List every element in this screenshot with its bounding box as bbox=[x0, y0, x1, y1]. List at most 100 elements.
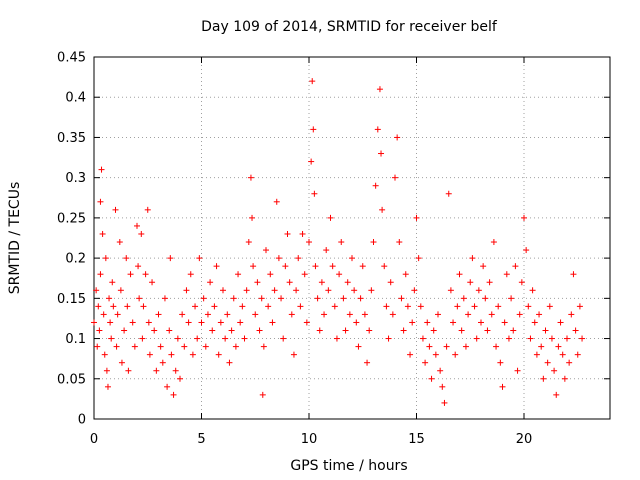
data-point bbox=[110, 303, 117, 310]
data-point bbox=[121, 327, 128, 334]
data-point bbox=[450, 319, 457, 326]
data-point bbox=[465, 311, 472, 318]
data-point bbox=[355, 343, 362, 350]
plot-area-frame bbox=[93, 56, 611, 420]
data-point bbox=[299, 230, 306, 237]
data-point bbox=[151, 327, 158, 334]
data-point bbox=[267, 271, 274, 278]
data-point bbox=[314, 295, 321, 302]
y-tick-label: 0.15 bbox=[57, 292, 86, 307]
data-point bbox=[514, 367, 521, 374]
data-point bbox=[471, 303, 478, 310]
data-point bbox=[170, 391, 177, 398]
data-point bbox=[185, 319, 192, 326]
data-point bbox=[142, 271, 149, 278]
data-point bbox=[107, 319, 114, 326]
data-point bbox=[411, 287, 418, 294]
data-point bbox=[157, 343, 164, 350]
data-point bbox=[106, 295, 113, 302]
data-point bbox=[548, 335, 555, 342]
data-point bbox=[344, 279, 351, 286]
data-point bbox=[417, 303, 424, 310]
data-point bbox=[402, 271, 409, 278]
data-point bbox=[239, 303, 246, 310]
data-point bbox=[473, 335, 480, 342]
data-point bbox=[351, 287, 358, 294]
data-point bbox=[181, 343, 188, 350]
data-point bbox=[113, 343, 120, 350]
data-point bbox=[512, 263, 519, 270]
data-point bbox=[252, 311, 259, 318]
data-point bbox=[422, 359, 429, 366]
data-point bbox=[454, 303, 461, 310]
data-point bbox=[460, 295, 467, 302]
data-point bbox=[123, 255, 130, 262]
data-point bbox=[561, 375, 568, 382]
data-point bbox=[247, 174, 254, 181]
data-point bbox=[179, 311, 186, 318]
data-point bbox=[108, 335, 115, 342]
data-point bbox=[551, 367, 558, 374]
data-point bbox=[579, 335, 586, 342]
data-point bbox=[482, 295, 489, 302]
data-point bbox=[245, 239, 252, 246]
data-point bbox=[278, 295, 285, 302]
data-point bbox=[467, 279, 474, 286]
data-point bbox=[293, 287, 300, 294]
data-point bbox=[109, 279, 116, 286]
data-point bbox=[177, 375, 183, 382]
data-point bbox=[336, 271, 343, 278]
data-point bbox=[321, 311, 328, 318]
data-point bbox=[447, 287, 454, 294]
data-point bbox=[254, 279, 261, 286]
data-point bbox=[125, 367, 132, 374]
data-point bbox=[480, 263, 487, 270]
data-point bbox=[134, 222, 140, 229]
data-point bbox=[249, 214, 256, 221]
data-point bbox=[308, 158, 315, 165]
data-point bbox=[98, 166, 105, 173]
x-tick-label: 15 bbox=[408, 432, 425, 447]
y-tick-label: 0.35 bbox=[57, 131, 86, 146]
data-point bbox=[495, 303, 502, 310]
data-point bbox=[538, 343, 545, 350]
data-point bbox=[338, 239, 345, 246]
data-point bbox=[295, 255, 302, 262]
data-point bbox=[237, 319, 244, 326]
data-point bbox=[559, 351, 566, 358]
data-point bbox=[316, 327, 323, 334]
data-point bbox=[102, 255, 109, 262]
data-point bbox=[493, 343, 500, 350]
data-point bbox=[145, 319, 152, 326]
data-point bbox=[284, 230, 291, 237]
y-tick-label: 0.3 bbox=[65, 171, 86, 186]
data-point bbox=[445, 190, 452, 197]
data-point bbox=[250, 263, 257, 270]
data-point bbox=[400, 327, 407, 334]
data-point bbox=[198, 319, 205, 326]
data-point bbox=[525, 303, 532, 310]
data-point bbox=[232, 343, 239, 350]
data-point bbox=[118, 359, 125, 366]
data-point bbox=[117, 287, 124, 294]
data-point bbox=[192, 303, 199, 310]
y-tick-label: 0.05 bbox=[57, 372, 86, 387]
data-point bbox=[310, 126, 317, 133]
data-point bbox=[211, 303, 218, 310]
data-point bbox=[153, 367, 160, 374]
data-point bbox=[112, 206, 119, 213]
data-point bbox=[124, 303, 131, 310]
data-point bbox=[213, 263, 220, 270]
data-point bbox=[488, 311, 495, 318]
x-tick-label: 0 bbox=[90, 432, 98, 447]
data-point bbox=[576, 303, 583, 310]
data-point bbox=[340, 295, 347, 302]
data-point bbox=[94, 343, 101, 350]
data-point bbox=[501, 319, 508, 326]
data-point bbox=[269, 319, 276, 326]
data-point bbox=[435, 311, 441, 318]
data-point bbox=[215, 351, 222, 358]
data-point bbox=[259, 391, 266, 398]
data-point bbox=[96, 327, 103, 334]
data-point bbox=[346, 311, 353, 318]
